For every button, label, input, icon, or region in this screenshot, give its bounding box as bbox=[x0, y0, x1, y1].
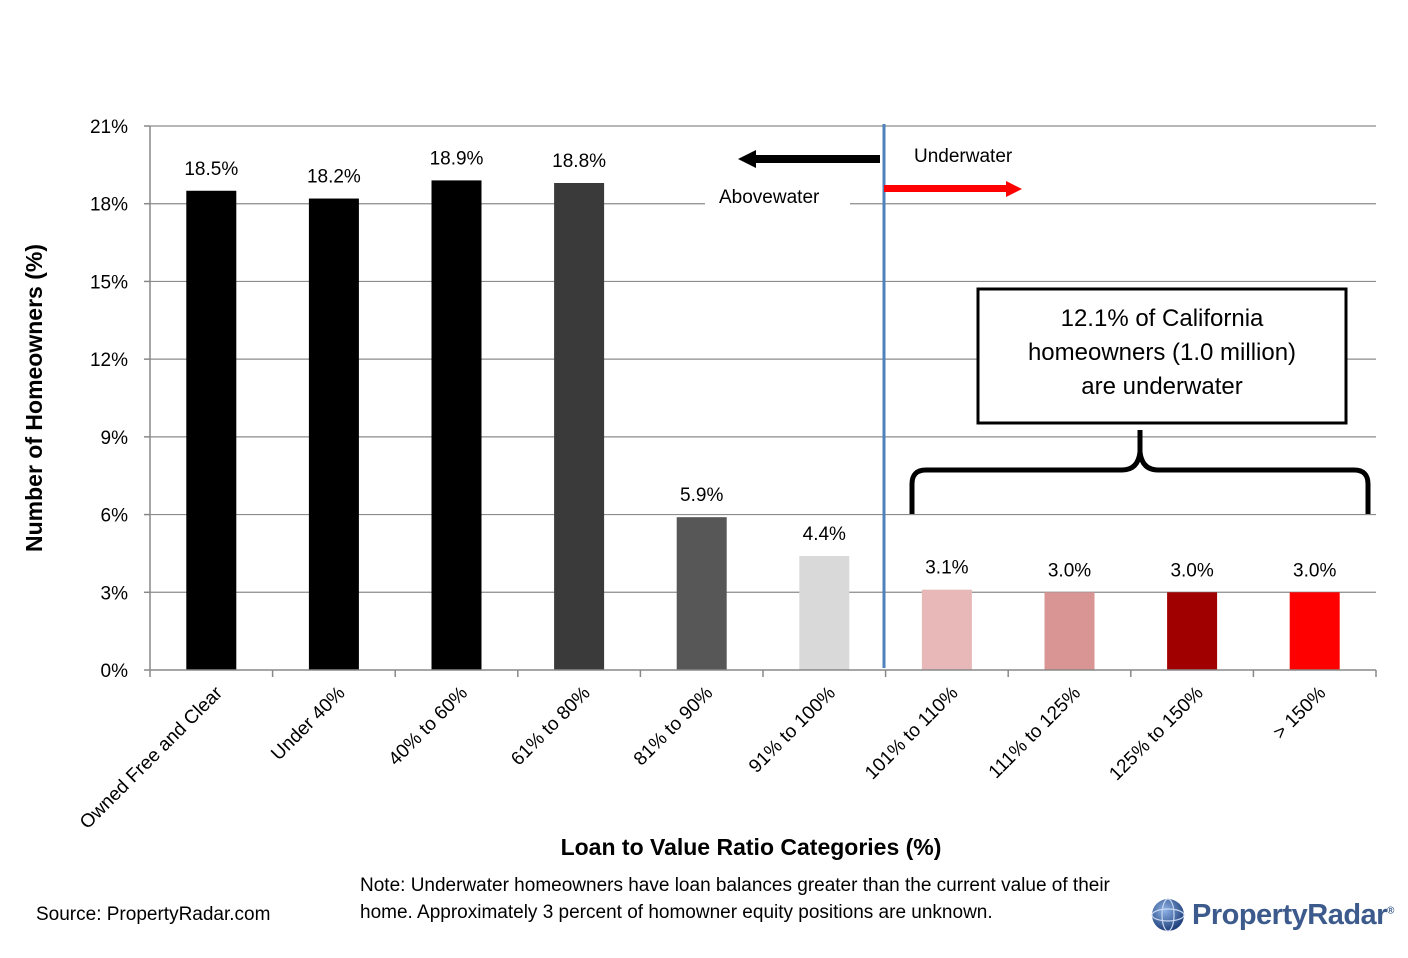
y-tick-label: 6% bbox=[101, 506, 129, 527]
data-label: 3.1% bbox=[925, 558, 968, 579]
data-label: 18.5% bbox=[184, 159, 238, 180]
x-tick-label: Under 40% bbox=[267, 683, 349, 765]
underwater-label: Underwater bbox=[914, 146, 1013, 167]
y-tick-label: 9% bbox=[101, 428, 129, 449]
abovewater-label: Abovewater bbox=[719, 187, 820, 208]
x-tick-labels: Owned Free and Clear Under 40% 40% to 60% 6… bbox=[76, 682, 1330, 833]
y-tick-label: 12% bbox=[90, 350, 128, 371]
data-labels: 18.5% 18.2% 18.9% 18.8% 5.9% 4.4% 3.1% 3.0% 3.0%… bbox=[184, 148, 1336, 581]
bar bbox=[308, 198, 359, 671]
bar-chart: 18.5% 18.2% 18.9% 18.8% 5.9% 4.4% 3.1% 3.0% 3.0%… bbox=[21, 117, 1377, 860]
source-note: Source: PropertyRadar.com bbox=[36, 904, 271, 925]
y-tick-labels: 0% 3% 6% 9% 12% 15% 18% 21% bbox=[90, 117, 128, 682]
y-tick-label: 21% bbox=[90, 117, 128, 138]
y-tick-label: 15% bbox=[90, 272, 128, 293]
underwater-brace bbox=[909, 430, 1371, 514]
callout-line-1: 12.1% of California bbox=[1061, 305, 1264, 332]
y-axis-title: Number of Homeowners (%) bbox=[21, 244, 47, 552]
bar bbox=[1044, 592, 1095, 670]
callout-line-3: are underwater bbox=[1081, 373, 1242, 400]
bar bbox=[431, 180, 482, 670]
callout-line-2: homeowners (1.0 million) bbox=[1028, 339, 1296, 366]
bar bbox=[676, 517, 727, 670]
callout-box bbox=[976, 287, 1348, 425]
propertyradar-logo: PropertyRadar® bbox=[1150, 897, 1394, 933]
bars bbox=[186, 180, 1340, 671]
logo-text: PropertyRadar® bbox=[1192, 898, 1394, 931]
x-tick-label: 40% to 60% bbox=[385, 683, 472, 770]
abovewater-label-bg bbox=[705, 183, 850, 213]
globe-icon bbox=[1151, 898, 1185, 932]
data-label: 18.2% bbox=[307, 167, 361, 188]
data-label: 3.0% bbox=[1293, 560, 1336, 581]
x-axis-title: Loan to Value Ratio Categories (%) bbox=[561, 834, 942, 860]
underwater-arrow bbox=[884, 181, 1022, 197]
bar bbox=[799, 556, 850, 670]
x-tick-label: 91% to 100% bbox=[745, 683, 840, 778]
bar bbox=[1167, 592, 1218, 670]
data-label: 3.0% bbox=[1170, 560, 1213, 581]
data-label: 18.9% bbox=[430, 148, 484, 169]
y-tick-label: 3% bbox=[101, 583, 129, 604]
data-label: 5.9% bbox=[680, 485, 723, 506]
bar bbox=[186, 190, 237, 670]
x-tick-label: 81% to 90% bbox=[630, 683, 717, 770]
data-label: 4.4% bbox=[803, 524, 846, 545]
y-tick-label: 0% bbox=[101, 661, 129, 682]
bar bbox=[1289, 592, 1340, 670]
x-tick-label: Owned Free and Clear bbox=[76, 682, 227, 833]
bar bbox=[554, 182, 605, 670]
x-tick-label: 111% to 125% bbox=[985, 683, 1085, 783]
data-label: 18.8% bbox=[552, 151, 606, 172]
x-tick-label: 125% to 150% bbox=[1105, 683, 1207, 785]
abovewater-arrow bbox=[738, 150, 880, 168]
x-tick-label: 61% to 80% bbox=[507, 683, 594, 770]
x-tick-label: > 150% bbox=[1269, 683, 1330, 744]
footnote: Note: Underwater homeowners have loan ba… bbox=[360, 875, 1110, 923]
y-tick-label: 18% bbox=[90, 195, 128, 216]
data-label: 3.0% bbox=[1048, 560, 1091, 581]
x-tick-label: 101% to 110% bbox=[861, 683, 962, 784]
bar bbox=[921, 589, 972, 670]
